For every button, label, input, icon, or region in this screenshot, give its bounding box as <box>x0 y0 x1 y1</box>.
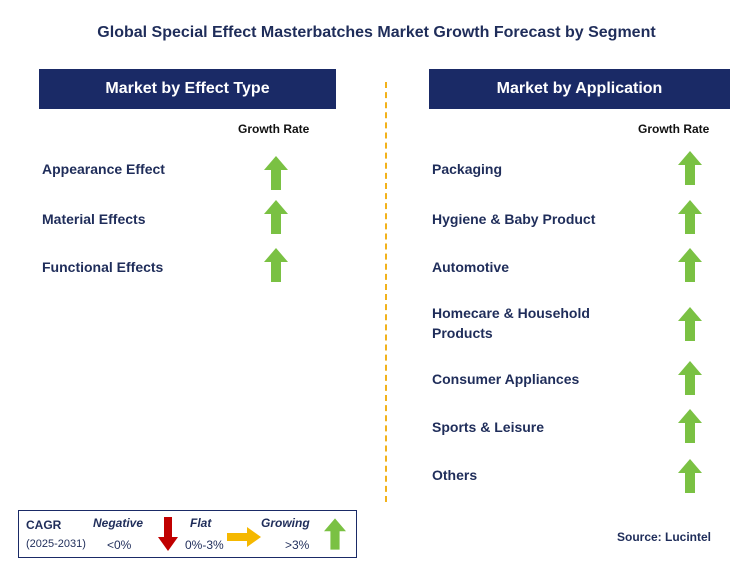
up-arrow-icon <box>678 151 702 185</box>
application-item-sports-leisure: Sports & Leisure <box>432 419 545 435</box>
application-item-others: Others <box>432 467 478 483</box>
application-item-homecare: Homecare & Household Products <box>432 305 590 341</box>
up-arrow-icon <box>678 459 702 493</box>
application-header-label: Market by Application <box>496 80 663 97</box>
up-arrow-icon <box>264 156 288 190</box>
up-arrow-icon <box>678 361 702 395</box>
up-arrow-icon <box>264 248 288 282</box>
legend-flat-range: 0%-3% <box>185 538 224 552</box>
application-item-packaging: Packaging <box>432 161 503 177</box>
legend-period-label: (2025-2031) <box>26 538 86 550</box>
down-arrow-icon <box>158 517 178 551</box>
effect-type-item-functional: Functional Effects <box>42 259 164 275</box>
up-arrow-icon <box>264 200 288 234</box>
application-item-hygiene: Hygiene & Baby Product <box>432 211 596 227</box>
application-header: Market by Application <box>429 69 730 109</box>
right-arrow-icon <box>227 527 261 547</box>
effect-type-header: Market by Effect Type <box>39 69 336 109</box>
up-arrow-icon <box>678 307 702 341</box>
legend-negative-range: <0% <box>107 538 132 552</box>
legend-negative-label: Negative <box>93 516 144 530</box>
legend-growing-range: >3% <box>285 538 310 552</box>
application-item-consumer-appliances: Consumer Appliances <box>432 371 580 387</box>
chart-title: Global Special Effect Masterbatches Mark… <box>97 24 656 41</box>
cagr-legend: CAGR (2025-2031) Negative <0% Flat 0%-3%… <box>18 510 357 558</box>
panel-divider <box>385 82 387 502</box>
legend-flat-label: Flat <box>190 516 212 530</box>
effect-type-growth-rate-label: Growth Rate <box>238 122 310 136</box>
up-arrow-icon <box>678 409 702 443</box>
effect-type-item-material: Material Effects <box>42 211 146 227</box>
effect-type-item-appearance: Appearance Effect <box>42 161 165 177</box>
effect-type-header-label: Market by Effect Type <box>105 80 270 97</box>
up-arrow-icon <box>678 200 702 234</box>
application-item-automotive: Automotive <box>432 259 509 275</box>
legend-growing-label: Growing <box>261 516 310 530</box>
up-arrow-icon <box>678 248 702 282</box>
source-note: Source: Lucintel <box>617 530 712 544</box>
up-arrow-icon <box>324 518 346 550</box>
legend-cagr-label: CAGR <box>26 518 62 532</box>
application-growth-rate-label: Growth Rate <box>638 122 710 136</box>
